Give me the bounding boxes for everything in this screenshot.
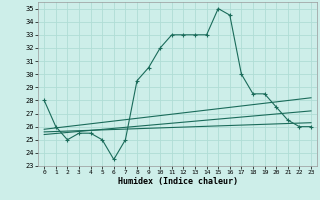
X-axis label: Humidex (Indice chaleur): Humidex (Indice chaleur) — [118, 177, 238, 186]
